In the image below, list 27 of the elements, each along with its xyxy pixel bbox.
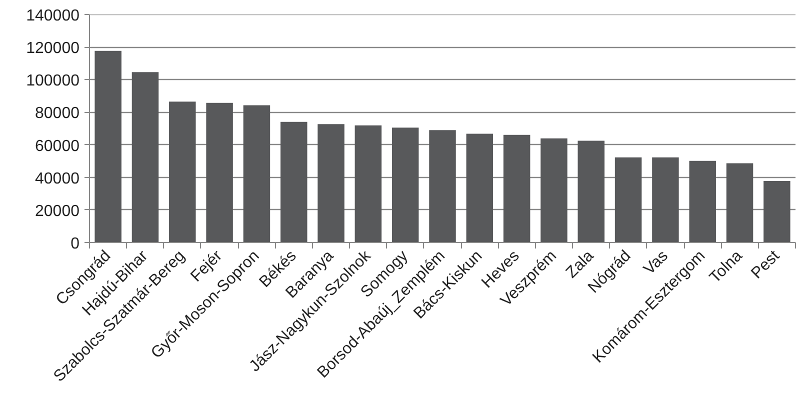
y-tick-label: 20000 bbox=[35, 202, 80, 220]
bar bbox=[280, 122, 308, 242]
bar bbox=[726, 163, 754, 242]
bar bbox=[652, 157, 679, 242]
bar bbox=[318, 124, 344, 242]
bar bbox=[540, 138, 568, 242]
bar bbox=[169, 102, 196, 242]
bar bbox=[578, 140, 605, 242]
y-tick-label: 0 bbox=[70, 236, 80, 252]
bar bbox=[243, 105, 270, 242]
y-tick-label: 80000 bbox=[35, 105, 80, 122]
bar bbox=[94, 50, 122, 242]
bar bbox=[132, 72, 159, 242]
bar bbox=[354, 125, 382, 242]
bar bbox=[466, 134, 494, 242]
bar bbox=[206, 102, 233, 242]
y-tick-label: 120000 bbox=[26, 40, 80, 58]
bar bbox=[689, 160, 716, 242]
y-tick-label: 140000 bbox=[26, 8, 80, 24]
bar bbox=[503, 134, 530, 242]
y-tick-label: 40000 bbox=[35, 170, 80, 188]
bar bbox=[392, 128, 419, 242]
bar bbox=[429, 130, 456, 242]
bar bbox=[764, 180, 790, 242]
bar bbox=[614, 157, 642, 242]
y-tick-label: 60000 bbox=[35, 138, 80, 155]
y-tick-label: 100000 bbox=[26, 72, 80, 90]
